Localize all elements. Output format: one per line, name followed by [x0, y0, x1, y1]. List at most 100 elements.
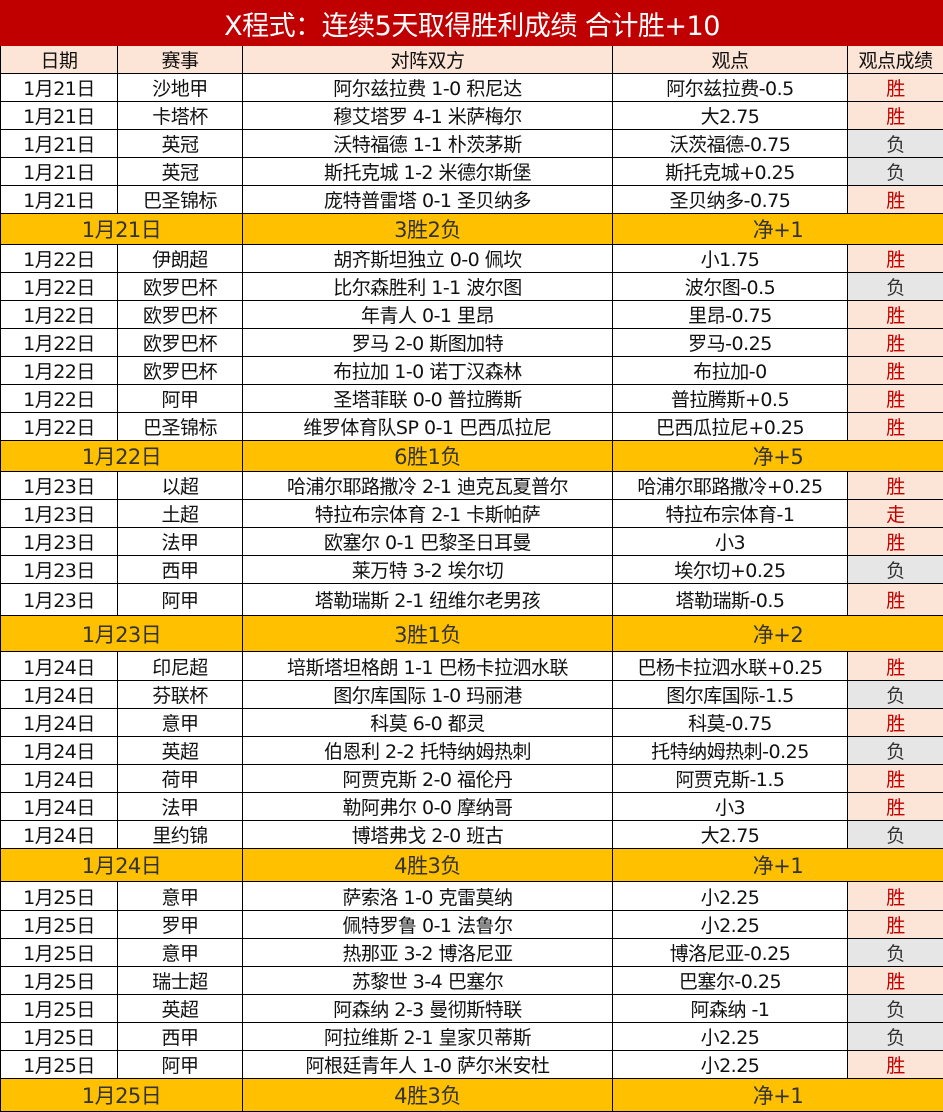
cell-pick: 阿森纳 -1: [613, 995, 848, 1023]
cell-match: 苏黎世 3-4 巴塞尔: [243, 967, 613, 995]
cell-match: 阿尔兹拉费 1-0 积尼达: [243, 74, 613, 102]
cell-pick: 小3: [613, 528, 848, 556]
cell-match: 阿森纳 2-3 曼彻斯特联: [243, 995, 613, 1023]
cell-date: 1月21日: [1, 186, 118, 214]
cell-pick: 巴塞尔-0.25: [613, 967, 848, 995]
cell-result: 负: [848, 939, 943, 967]
cell-pick: 埃尔切+0.25: [613, 556, 848, 584]
cell-league: 以超: [118, 472, 243, 500]
summary-net: 净+1: [613, 214, 943, 245]
cell-league: 西甲: [118, 556, 243, 584]
cell-pick: 巴西瓜拉尼+0.25: [613, 413, 848, 441]
cell-result: 负: [848, 1023, 943, 1051]
cell-pick: 博洛尼亚-0.25: [613, 939, 848, 967]
cell-date: 1月24日: [1, 765, 118, 793]
cell-league: 英超: [118, 737, 243, 765]
cell-pick: 阿尔兹拉费-0.5: [613, 74, 848, 102]
cell-result: 负: [848, 681, 943, 709]
cell-pick: 小1.75: [613, 245, 848, 273]
cell-pick: 大2.75: [613, 821, 848, 849]
cell-date: 1月24日: [1, 681, 118, 709]
cell-match: 年青人 0-1 里昂: [243, 301, 613, 329]
summary-record: 6胜1负: [243, 441, 613, 472]
cell-result: 胜: [848, 882, 943, 911]
summary-record: 3胜1负: [243, 616, 613, 652]
cell-date: 1月22日: [1, 245, 118, 273]
cell-date: 1月23日: [1, 500, 118, 528]
cell-result: 胜: [848, 765, 943, 793]
cell-league: 意甲: [118, 939, 243, 967]
summary-date: 1月21日: [1, 214, 243, 245]
summary-date: 1月25日: [1, 1079, 243, 1112]
cell-date: 1月23日: [1, 584, 118, 616]
cell-result: 胜: [848, 74, 943, 102]
summary-date: 1月23日: [1, 616, 243, 652]
cell-league: 卡塔杯: [118, 102, 243, 130]
cell-league: 伊朗超: [118, 245, 243, 273]
cell-match: 哈浦尔耶路撒冷 2-1 迪克瓦夏普尔: [243, 472, 613, 500]
cell-league: 阿甲: [118, 385, 243, 413]
cell-pick: 科莫-0.75: [613, 709, 848, 737]
summary-net: 净+2: [613, 616, 943, 652]
cell-league: 意甲: [118, 709, 243, 737]
cell-result: 胜: [848, 385, 943, 413]
cell-match: 穆艾塔罗 4-1 米萨梅尔: [243, 102, 613, 130]
cell-date: 1月21日: [1, 102, 118, 130]
cell-match: 庞特普雷塔 0-1 圣贝纳多: [243, 186, 613, 214]
cell-date: 1月24日: [1, 709, 118, 737]
cell-league: 英超: [118, 995, 243, 1023]
cell-result: 胜: [848, 528, 943, 556]
cell-result: 胜: [848, 793, 943, 821]
header-date: 日期: [1, 46, 118, 74]
cell-match: 博塔弗戈 2-0 班古: [243, 821, 613, 849]
cell-result: 走: [848, 500, 943, 528]
cell-league: 土超: [118, 500, 243, 528]
summary-net: 净+1: [613, 849, 943, 882]
cell-match: 伯恩利 2-2 托特纳姆热刺: [243, 737, 613, 765]
table-title: X程式：连续5天取得胜利成绩 合计胜+10: [1, 1, 943, 46]
cell-pick: 特拉布宗体育-1: [613, 500, 848, 528]
cell-match: 科莫 6-0 都灵: [243, 709, 613, 737]
cell-pick: 小2.25: [613, 911, 848, 939]
cell-league: 西甲: [118, 1023, 243, 1051]
cell-pick: 图尔库国际-1.5: [613, 681, 848, 709]
cell-league: 瑞士超: [118, 967, 243, 995]
cell-date: 1月22日: [1, 357, 118, 385]
summary-record: 4胜3负: [243, 849, 613, 882]
cell-match: 欧塞尔 0-1 巴黎圣日耳曼: [243, 528, 613, 556]
cell-result: 胜: [848, 472, 943, 500]
cell-date: 1月22日: [1, 301, 118, 329]
cell-result: 负: [848, 556, 943, 584]
cell-match: 佩特罗鲁 0-1 法鲁尔: [243, 911, 613, 939]
cell-date: 1月22日: [1, 273, 118, 301]
summary-date: 1月22日: [1, 441, 243, 472]
cell-date: 1月21日: [1, 74, 118, 102]
cell-match: 维罗体育队SP 0-1 巴西瓜拉尼: [243, 413, 613, 441]
cell-league: 荷甲: [118, 765, 243, 793]
cell-date: 1月23日: [1, 472, 118, 500]
cell-match: 萨索洛 1-0 克雷莫纳: [243, 882, 613, 911]
cell-match: 热那亚 3-2 博洛尼亚: [243, 939, 613, 967]
summary-record: 3胜2负: [243, 214, 613, 245]
cell-result: 胜: [848, 186, 943, 214]
summary-net: 净+5: [613, 441, 943, 472]
cell-pick: 巴杨卡拉泗水联+0.25: [613, 652, 848, 681]
cell-pick: 大2.75: [613, 102, 848, 130]
cell-pick: 阿贾克斯-1.5: [613, 765, 848, 793]
cell-date: 1月25日: [1, 911, 118, 939]
header-match: 对阵双方: [243, 46, 613, 74]
cell-date: 1月25日: [1, 1023, 118, 1051]
